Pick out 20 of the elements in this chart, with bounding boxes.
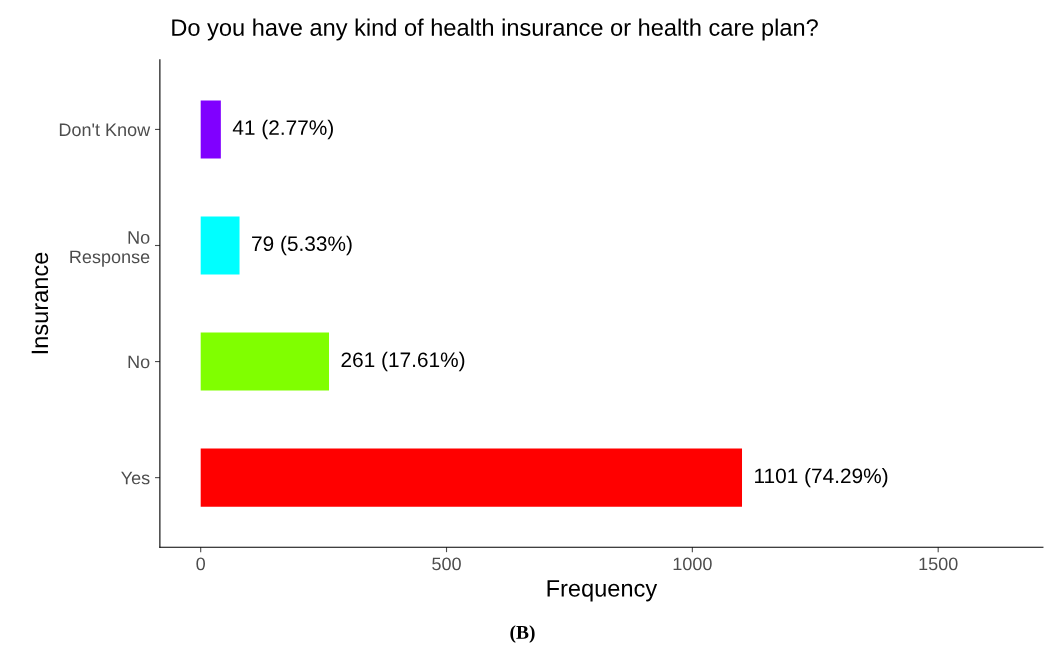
x-tick-label: 0	[196, 557, 206, 571]
data-label: 41 (2.77%)	[232, 119, 333, 140]
bar	[200, 216, 240, 275]
y-tick-label: No	[128, 355, 150, 369]
y-tick-label: Yes	[121, 471, 150, 485]
x-tick-label: 500	[432, 557, 461, 571]
bar	[200, 332, 330, 391]
x-tick-label: 1000	[673, 557, 712, 571]
data-label: 261 (17.61%)	[341, 351, 465, 372]
y-axis-title: Insurance	[31, 252, 49, 354]
text: (B)	[510, 625, 535, 643]
x-tick-label: 1500	[919, 557, 958, 571]
y-tick-label: Don't Know	[59, 123, 151, 137]
bar	[200, 448, 743, 507]
data-label: 79 (5.33%)	[252, 235, 352, 256]
data-label: 1101 (74.29%)	[755, 467, 888, 488]
y-tick-label: No Response	[70, 231, 150, 267]
x-axis-title: Frequency	[547, 580, 658, 602]
chart-title: Do you have any kind of health insurance or health care plan?	[172, 18, 818, 41]
bar	[200, 100, 221, 159]
